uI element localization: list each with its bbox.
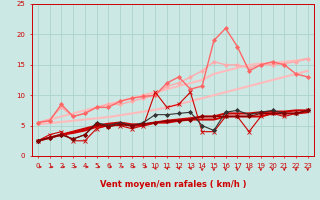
X-axis label: Vent moyen/en rafales ( km/h ): Vent moyen/en rafales ( km/h ) bbox=[100, 180, 246, 189]
